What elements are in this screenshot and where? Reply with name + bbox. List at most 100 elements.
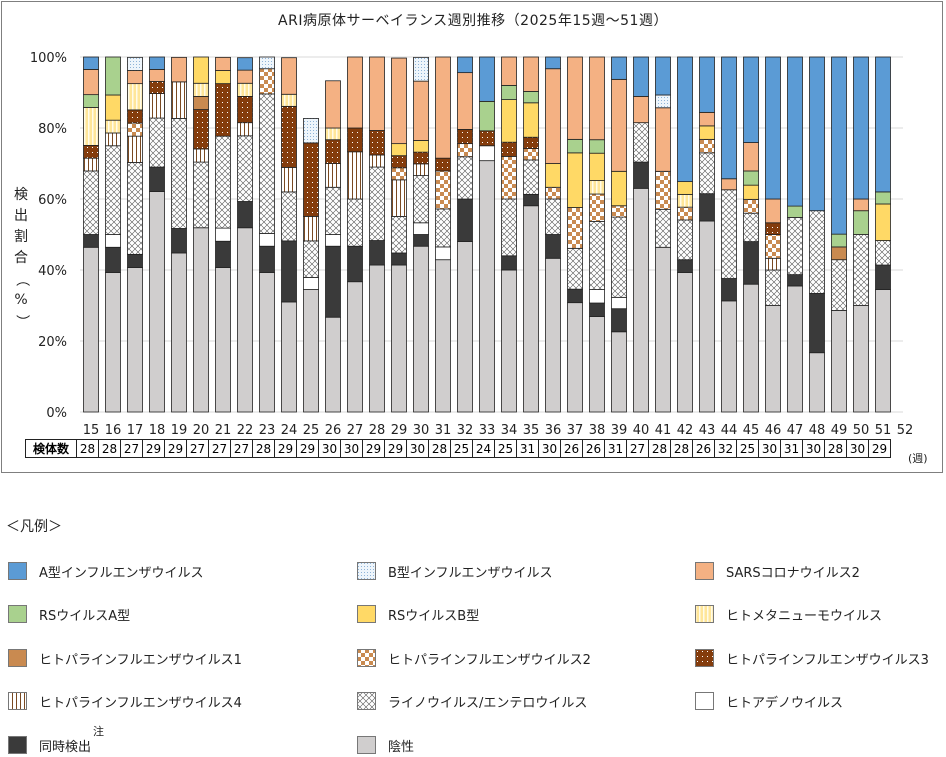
bar-segment-co [589, 302, 605, 317]
bar-week-32 [457, 56, 473, 413]
bar-segment-co [259, 245, 275, 273]
x-tick-label: 19 [171, 423, 188, 438]
bar-week-39 [611, 56, 627, 413]
count-cell: 29 [164, 439, 187, 458]
bar-segment-neg [193, 227, 209, 413]
bar-segment-co [787, 274, 803, 287]
legend-swatch [357, 736, 376, 754]
bar-segment-rhino [237, 135, 253, 202]
bar-week-19 [171, 56, 187, 413]
x-tick-label: 24 [281, 423, 298, 438]
bar-segment-neg [391, 264, 407, 413]
bar-segment-sars2 [347, 56, 363, 129]
x-tick-label: 35 [523, 423, 540, 438]
bar-segment-rhino [171, 118, 187, 229]
bar-segment-rsb [501, 99, 517, 143]
bar-week-49 [831, 56, 847, 413]
bar-segment-para3 [281, 105, 297, 168]
bar-segment-neg [787, 285, 803, 413]
bar-week-18 [149, 56, 165, 413]
x-tick-label: 17 [127, 423, 144, 438]
bar-segment-rhino [83, 170, 99, 235]
y-tick-label: 40% [38, 264, 67, 279]
bar-segment-sars2 [545, 68, 561, 164]
count-cell: 29 [296, 439, 319, 458]
bar-segment-rhino [259, 93, 275, 234]
count-cell: 30 [758, 439, 781, 458]
bar-segment-para4 [325, 163, 341, 188]
y-tick-label: 60% [38, 193, 67, 208]
bar-week-33 [479, 56, 495, 413]
count-cell: 27 [230, 439, 253, 458]
count-cell: 30 [340, 439, 363, 458]
legend-label: ヒトパラインフルエンザウイルス3 [726, 652, 929, 668]
bar-segment-rhino [633, 122, 649, 163]
bar-segment-infa [831, 56, 847, 235]
bar-week-38 [589, 56, 605, 413]
bar-segment-infa [237, 57, 253, 71]
bar-segment-infa [457, 56, 473, 74]
bar-week-36 [545, 56, 561, 413]
bar-segment-adeno [611, 296, 627, 310]
bar-segment-adeno [259, 233, 275, 247]
bar-segment-para4 [149, 93, 165, 119]
bar-segment-rhino [457, 156, 473, 200]
bar-segment-neg [479, 160, 495, 413]
bar-segment-rsb [677, 181, 693, 195]
x-tick-label: 42 [677, 423, 694, 438]
bar-segment-neg [149, 191, 165, 413]
x-tick-label: 31 [435, 423, 452, 438]
bar-segment-adeno [479, 145, 495, 162]
bar-segment-infa [479, 56, 495, 102]
bar-week-40 [633, 56, 649, 413]
bar-segment-neg [435, 259, 451, 413]
y-ticks: 0% 20% 40% 60% 80% 100% [30, 51, 67, 421]
legend-swatch [695, 562, 714, 580]
legend-label: RSウイルスA型 [39, 608, 131, 624]
bar-segment-hmpv [237, 82, 253, 97]
bar-segment-rhino [127, 162, 143, 255]
bar-segment-sars2 [853, 198, 869, 212]
legend-swatch [695, 692, 714, 710]
bar-segment-para1 [831, 246, 847, 261]
legend-item-infa: A型インフルエンザウイルス [8, 560, 204, 582]
bar-segment-rsa [83, 94, 99, 108]
bar-segment-rsb [875, 203, 891, 241]
bar-segment-sars2 [281, 57, 297, 95]
bar-segment-rhino [193, 161, 209, 229]
x-tick-label: 45 [743, 423, 760, 438]
bar-segment-para3 [391, 155, 407, 169]
bar-segment-adeno [215, 227, 231, 242]
bar-segment-neg [743, 283, 759, 413]
bar-segment-para2 [567, 207, 583, 249]
bar-week-15 [83, 56, 99, 413]
bar-segment-sars2 [743, 142, 759, 172]
legend-label: A型インフルエンザウイルス [39, 565, 204, 581]
bar-segment-neg [853, 305, 869, 413]
bar-segment-para3 [369, 130, 385, 156]
bar-segment-rsb [589, 152, 605, 181]
x-tick-label: 47 [787, 423, 804, 438]
bar-segment-rhino [875, 240, 891, 266]
bar-segment-neg [655, 246, 671, 413]
y-axis-label-char: 出 [14, 208, 28, 224]
bar-week-31 [435, 56, 451, 413]
bar-segment-rhino [149, 117, 165, 168]
bar-segment-neg [677, 272, 693, 413]
legend-label: 陰性 [388, 739, 415, 755]
legend-label: B型インフルエンザウイルス [388, 565, 553, 581]
bar-segment-co [875, 264, 891, 290]
bar-segment-para3 [237, 96, 253, 124]
bar-segment-neg [831, 310, 847, 413]
bar-segment-neg [237, 227, 253, 413]
bar-segment-para4 [391, 179, 407, 217]
bar-segment-neg [721, 300, 737, 413]
bar-segment-adeno [413, 222, 429, 235]
bar-week-37 [567, 56, 583, 413]
bar-segment-hmpv [325, 127, 341, 141]
bar-segment-para4 [127, 135, 143, 163]
count-cell: 28 [648, 439, 671, 458]
bar-week-41 [655, 56, 671, 413]
bar-segment-infa [743, 56, 759, 143]
bar-week-30 [413, 56, 429, 413]
